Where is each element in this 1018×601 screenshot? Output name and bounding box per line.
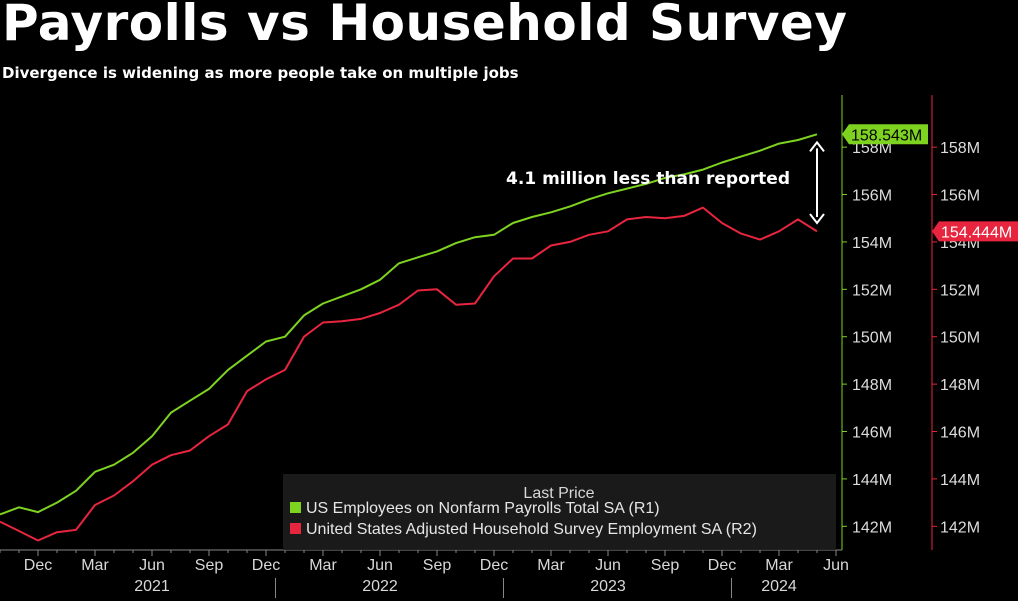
chart-title: Payrolls vs Household Survey xyxy=(2,0,848,52)
x-axis-tick-label: Jun xyxy=(367,557,393,574)
x-axis-tick-label: Mar xyxy=(537,557,565,574)
x-axis-tick-label: Sep xyxy=(651,557,680,574)
x-axis-tick-label: Sep xyxy=(195,557,224,574)
y-axis-1-tick-label: 158M xyxy=(852,140,892,157)
x-axis-year-label: 2022 xyxy=(362,578,398,595)
y-axis-1-tick-label: 152M xyxy=(852,282,892,299)
x-axis-year-label: 2024 xyxy=(761,578,797,595)
x-axis-tick-label: Dec xyxy=(252,557,280,574)
household-series-line xyxy=(0,206,818,542)
x-axis-tick-label: Dec xyxy=(708,557,736,574)
x-axis-tick-label: Dec xyxy=(480,557,508,574)
payrolls-series-line xyxy=(0,133,818,516)
y-axis-1-tick-label: 146M xyxy=(852,425,892,442)
annotation-label: 4.1 million less than reported xyxy=(506,169,790,189)
y-axis-2-tick-label: 150M xyxy=(940,330,980,347)
y-axis-2-tick-label: 158M xyxy=(940,140,980,157)
y-axis-1-tick-label: 150M xyxy=(852,330,892,347)
x-axis-tick-label: Jun xyxy=(823,557,849,574)
legend-swatch xyxy=(290,502,301,513)
y-axis-2-tick-label: 146M xyxy=(940,425,980,442)
legend-title: Last Price xyxy=(523,485,594,502)
annotation-arrow-head-up xyxy=(809,140,825,153)
x-axis-year-label: 2021 xyxy=(134,578,170,595)
x-axis-tick-label: Jun xyxy=(139,557,165,574)
legend-swatch xyxy=(290,523,301,534)
y-axis-2-tick-label: 142M xyxy=(940,519,980,536)
annotation-arrow-head-down xyxy=(809,213,825,225)
household-last-price-label: 154.444M xyxy=(941,224,1012,241)
y-axis-1-tick-label: 154M xyxy=(852,235,892,252)
legend-entry: United States Adjusted Household Survey … xyxy=(306,521,757,538)
y-axis-2-tick-label: 152M xyxy=(940,282,980,299)
legend-entry: US Employees on Nonfarm Payrolls Total S… xyxy=(306,500,660,517)
x-axis-tick-label: Mar xyxy=(81,557,109,574)
x-axis-tick-label: Dec xyxy=(24,557,52,574)
y-axis-1-tick-label: 142M xyxy=(852,519,892,536)
x-axis-tick-label: Mar xyxy=(765,557,793,574)
legend-box xyxy=(283,474,836,550)
payrolls-last-price-label: 158.543M xyxy=(851,127,922,144)
y-axis-2-tick-label: 148M xyxy=(940,377,980,394)
chart-subtitle: Divergence is widening as more people ta… xyxy=(2,64,519,82)
y-axis-2-tick-label: 156M xyxy=(940,188,980,205)
y-axis-1-tick-label: 144M xyxy=(852,472,892,489)
y-axis-2-tick-label: 144M xyxy=(940,472,980,489)
x-axis-year-label: 2023 xyxy=(590,578,626,595)
x-axis-tick-label: Mar xyxy=(309,557,337,574)
y-axis-1-tick-label: 148M xyxy=(852,377,892,394)
payrolls-last-price-badge xyxy=(842,124,928,145)
x-axis-tick-label: Sep xyxy=(423,557,452,574)
y-axis-1-tick-label: 156M xyxy=(852,188,892,205)
household-last-price-badge xyxy=(932,221,1018,242)
x-axis-tick-label: Jun xyxy=(595,557,621,574)
